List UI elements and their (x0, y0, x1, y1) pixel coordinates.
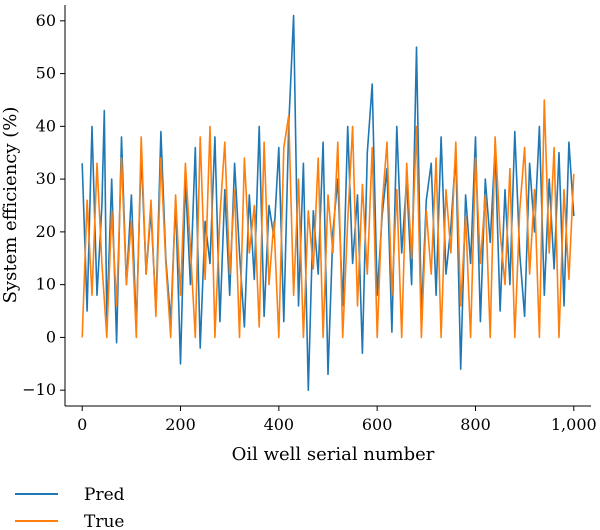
y-tick-label: 0 (46, 327, 56, 346)
plot-series (81, 14, 575, 392)
x-tick-label: 200 (165, 415, 196, 434)
y-tick-label: 40 (36, 116, 56, 135)
x-tick-label: 400 (264, 415, 295, 434)
y-tick-label: −10 (22, 380, 56, 399)
y-tick-label: 60 (36, 11, 56, 30)
series-line-true (81, 99, 575, 339)
legend-label-pred: Pred (84, 485, 125, 505)
x-tick-label: 600 (362, 415, 393, 434)
x-tick-label: 800 (460, 415, 491, 434)
y-tick-label: 50 (36, 64, 56, 83)
y-tick-label: 20 (36, 222, 56, 241)
legend-label-true: True (84, 512, 124, 530)
y-axis-label: System efficiency (%) (0, 107, 21, 304)
y-tick-label: 30 (36, 169, 56, 188)
x-tick-label: 0 (77, 415, 87, 434)
x-tick-label: 1,000 (551, 415, 597, 434)
axes-frame (64, 5, 591, 407)
y-tick-label: 10 (36, 275, 56, 294)
x-axis-label: Oil well serial number (232, 444, 435, 465)
x-ticks: 0 200 400 600 800 1,000 (77, 406, 597, 434)
y-ticks: −10 0 10 20 30 40 50 60 (22, 11, 65, 399)
legend: Pred True (15, 485, 125, 530)
